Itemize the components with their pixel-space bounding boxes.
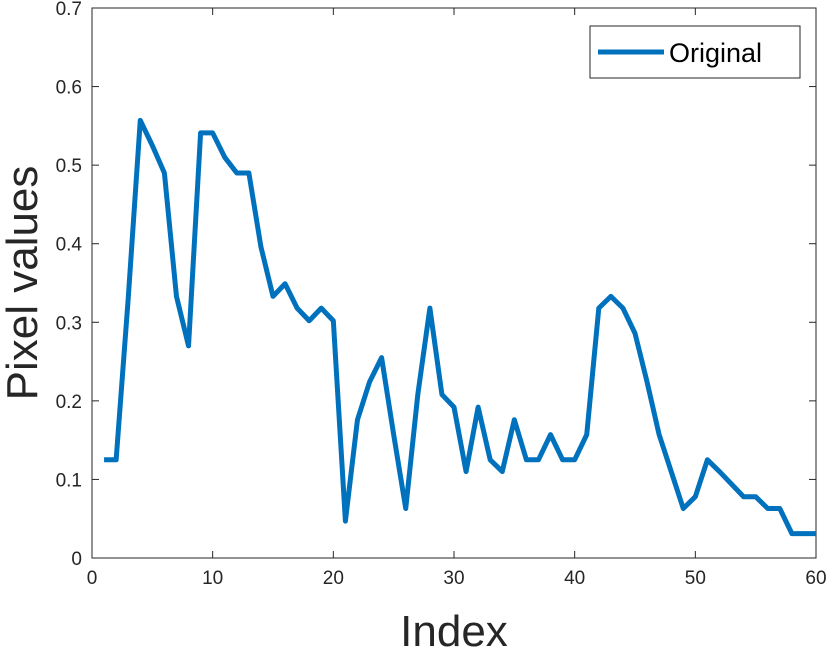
x-tick-label: 20 xyxy=(323,568,344,589)
legend-label-original: Original xyxy=(669,38,762,68)
x-tick-label: 60 xyxy=(805,568,826,589)
y-tick-label: 0.2 xyxy=(56,392,82,413)
x-tick-label: 30 xyxy=(443,568,464,589)
y-tick-label: 0.4 xyxy=(56,235,83,256)
y-axis-title: Pixel values xyxy=(0,166,47,401)
y-tick-label: 0.7 xyxy=(56,0,82,20)
y-tick-label: 0.1 xyxy=(56,470,82,491)
y-tick-label: 0.5 xyxy=(56,156,82,177)
series-layer xyxy=(104,117,816,537)
y-tick-label: 0.6 xyxy=(56,78,82,99)
plot-area xyxy=(91,7,817,559)
axis-ticks xyxy=(91,7,817,559)
x-tick-label: 40 xyxy=(564,568,585,589)
x-tick-label: 10 xyxy=(202,568,223,589)
x-tick-label: 50 xyxy=(685,568,706,589)
x-tick-label: 0 xyxy=(87,568,98,589)
x-tick-labels: 0 10 20 30 40 50 60 xyxy=(87,568,827,589)
y-tick-labels: 0 0.1 0.2 0.3 0.4 0.5 0.6 0.7 xyxy=(56,0,83,570)
y-tick-label: 0.3 xyxy=(56,313,82,334)
x-axis-title: Index xyxy=(400,607,508,648)
y-tick-label: 0 xyxy=(71,549,82,570)
series-line-original xyxy=(104,117,816,537)
legend: Original xyxy=(589,25,801,79)
